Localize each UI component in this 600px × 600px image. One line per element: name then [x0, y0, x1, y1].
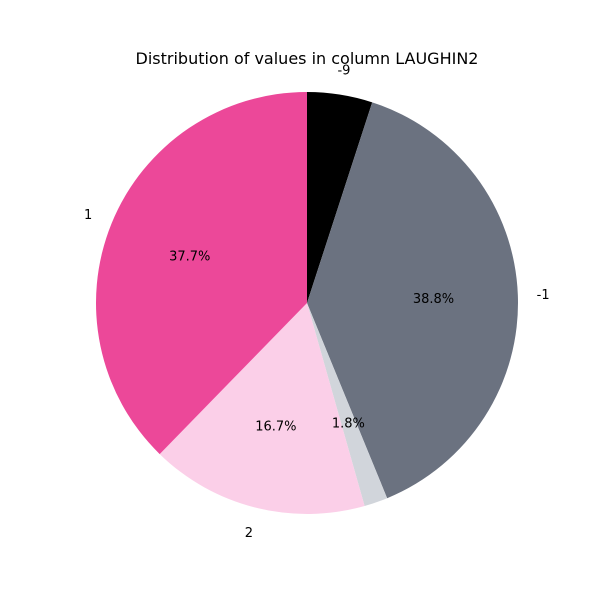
slice-percent-label: 37.7%	[169, 249, 210, 264]
slice-label: -9	[337, 64, 350, 79]
pie-slice	[307, 303, 388, 506]
slice-percent-label: 16.7%	[255, 420, 296, 435]
slice-label: -1	[537, 288, 550, 303]
pie-slice	[159, 303, 365, 514]
slice-label: 2	[245, 526, 253, 541]
pie-slices	[95, 92, 518, 514]
pie-labels: -9 -1 38.8% 1.8% 2 16.7% 1 37.7%	[84, 64, 550, 541]
chart-title: Distribution of values in column LAUGHIN…	[136, 49, 479, 68]
pie-slice	[95, 92, 307, 455]
pie-slice	[307, 102, 518, 499]
pie-slice	[307, 92, 373, 303]
slice-percent-label: 1.8%	[332, 417, 365, 432]
slice-percent-label: 38.8%	[413, 292, 454, 307]
slice-label: 1	[84, 208, 92, 223]
